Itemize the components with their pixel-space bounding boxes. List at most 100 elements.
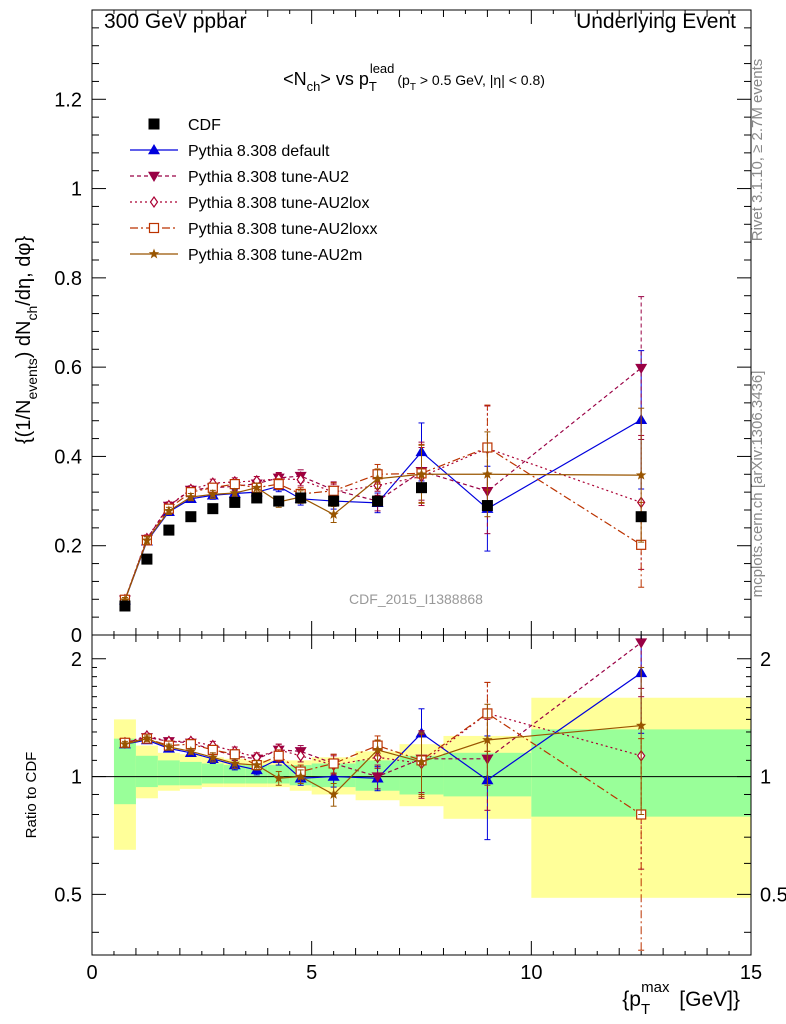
y-tick-label-0.2: 0.2: [54, 536, 82, 558]
main-panel-marks: [118, 296, 648, 612]
point-cdf-1: [141, 553, 153, 565]
band-green-0: [113, 738, 136, 805]
point-cdf-12: [481, 500, 493, 512]
point-au2m-5: [229, 487, 241, 498]
line-au2loxx: [124, 446, 642, 600]
ratio-y-tick-label-right-1: 1: [760, 767, 771, 789]
point-au2m-11: [416, 468, 427, 479]
ratio-line-au2: [124, 642, 642, 778]
chart-title: <Nch> vs pTlead(pT > 0.5 GeV, |η| < 0.8): [283, 61, 545, 94]
legend-marker-au2loxx: [148, 222, 160, 234]
band-green-4: [201, 763, 224, 784]
y-axis-label: {(1/Nevents) dNch/dη, dφ}: [13, 236, 40, 444]
ratio-panel-marks: [118, 635, 648, 951]
point-au2m-6: [251, 482, 262, 493]
y-tick-label-0: 0: [71, 625, 82, 647]
y-tick-label-0.4: 0.4: [54, 446, 82, 468]
ratio-y-tick-label-right-0.5: 0.5: [760, 884, 786, 906]
ratio-point-au2m-13: [635, 720, 647, 731]
point-au2m-12: [482, 468, 493, 479]
ratio-point-au2loxx-9: [328, 758, 339, 769]
point-au2m-4: [207, 488, 219, 499]
ratio-point-au2m-1: [141, 733, 153, 744]
point-au2m-3: [185, 491, 197, 502]
point-au2m-9: [328, 508, 339, 519]
ratio-y-tick-label-1: 1: [71, 767, 82, 789]
analysis-watermark: CDF_2015_I1388868: [349, 591, 483, 607]
ratio-point-au2m-8: [295, 771, 306, 782]
line-au2m: [124, 473, 642, 601]
band-green-3: [179, 761, 202, 786]
x-tick-label-15: 15: [740, 962, 762, 984]
ratio-y-tick-label-0.5: 0.5: [54, 884, 82, 906]
legend-marker-default: [148, 144, 160, 155]
ratio-y-tick-label-right-2: 2: [760, 649, 771, 671]
ratio-point-au2m-7: [273, 772, 284, 783]
legend: CDF Pythia 8.308 default Pythia 8.308 tune…: [130, 117, 377, 264]
legend-marker-au2m: [148, 248, 160, 259]
main-frame: [91, 9, 752, 636]
point-au2m-1: [141, 534, 153, 545]
point-cdf-9: [328, 495, 340, 507]
legend-label-au2lox: Pythia 8.308 tune-AU2lox: [188, 195, 369, 212]
line-au2lox: [124, 447, 642, 600]
rivet-label: Rivet 3.1.10, ≥ 2.7M events: [749, 59, 766, 242]
ratio-point-au2-13: [635, 638, 648, 649]
band-green-5: [223, 765, 246, 784]
line-au2: [124, 367, 642, 600]
band-green-2: [157, 760, 180, 786]
mcplots-label: mcplots.cern.ch [arXiv:1306.3436]: [749, 371, 766, 598]
ratio-y-tick-label-2: 2: [71, 649, 82, 671]
ratio-point-au2m-10: [372, 744, 383, 755]
band-green-1: [135, 755, 158, 788]
ratio-line-au2m: [124, 724, 642, 796]
point-cdf-7: [273, 495, 285, 507]
point-au2m-0: [119, 594, 131, 605]
point-cdf-13: [635, 511, 647, 523]
legend-label-au2: Pythia 8.308 tune-AU2: [188, 169, 349, 186]
ratio-point-au2m-0: [119, 738, 131, 749]
x-axis-label: {pTmax [GeV]}: [622, 979, 740, 1018]
point-au2lox-8: [296, 473, 305, 486]
legend-label-data: CDF: [188, 117, 221, 134]
ratio-point-au2loxx-5: [229, 749, 240, 760]
ratio-point-au2m-12: [482, 734, 493, 745]
legend-label-au2loxx: Pythia 8.308 tune-AU2loxx: [188, 221, 377, 238]
ratio-point-au2m-6: [251, 759, 262, 770]
legend-label-au2m: Pythia 8.308 tune-AU2m: [188, 247, 362, 264]
y-tick-label-1.2: 1.2: [54, 89, 82, 111]
y-tick-label-1: 1: [71, 179, 82, 201]
ratio-point-au2m-2: [163, 741, 175, 752]
point-au2m-10: [372, 473, 383, 484]
y-tick-label-0.8: 0.8: [54, 268, 82, 290]
ratio-point-default-9: [327, 770, 340, 781]
point-cdf-0: [119, 600, 131, 612]
ratio-point-au2m-11: [416, 756, 427, 767]
legend-label-default: Pythia 8.308 default: [188, 143, 330, 160]
ratio-y-axis-label: Ratio to CDF: [23, 752, 40, 839]
ratio-point-au2loxx-7: [273, 750, 284, 761]
point-au2loxx-7: [273, 479, 284, 490]
point-cdf-11: [416, 482, 427, 494]
point-cdf-10: [372, 495, 384, 507]
ratio-point-au2m-9: [328, 788, 339, 799]
legend-marker-data: [148, 118, 160, 130]
legend-marker-au2: [148, 171, 160, 182]
axes: 0 5 10 15 0 0.2 0.4 0.6 0.8 1 1.2 0.5 0.5 1 1 2 2: [54, 9, 786, 984]
header-right: Underlying Event: [576, 10, 736, 33]
y-tick-label-0.6: 0.6: [54, 357, 82, 379]
point-au2loxx-9: [328, 485, 339, 496]
point-cdf-4: [207, 503, 219, 515]
point-cdf-2: [163, 524, 175, 536]
x-tick-label-0: 0: [86, 962, 97, 984]
ratio-point-au2m-5: [229, 757, 241, 768]
point-cdf-6: [251, 492, 263, 504]
x-tick-label-5: 5: [306, 962, 317, 984]
point-au2m-2: [163, 505, 175, 516]
point-cdf-8: [295, 492, 307, 504]
series-layer: [118, 296, 648, 951]
x-tick-label-10: 10: [520, 962, 542, 984]
point-au2-13: [635, 363, 648, 375]
ratio-point-au2lox-8: [296, 749, 305, 762]
line-default: [124, 419, 642, 601]
